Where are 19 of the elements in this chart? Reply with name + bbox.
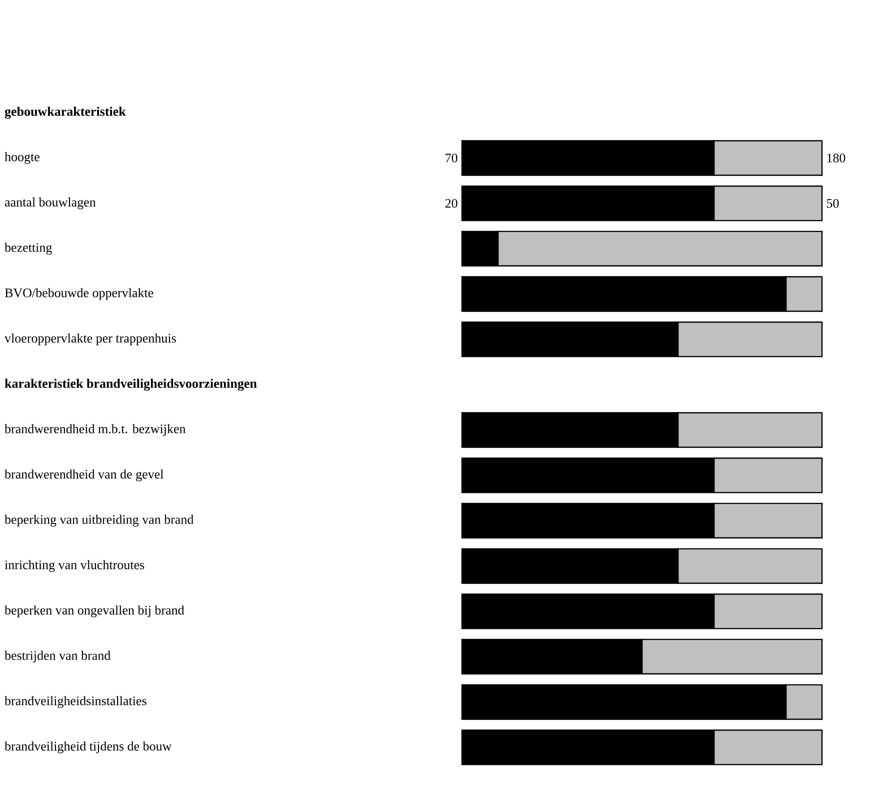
text: 50 <box>826 198 839 208</box>
y-tick-label: karakteristiek brandveiligheidsvoorzieningen <box>4 378 257 391</box>
y-tick-label: bezetting <box>4 242 52 255</box>
y-tick-label: bestrijden van brand <box>4 650 110 663</box>
y-tick-label: inrichting van vluchtroutes <box>4 560 144 572</box>
y-tick-label: brandwerendheid m.b.t. bezwijken <box>4 424 186 436</box>
text: 180 <box>827 154 846 162</box>
y-tick-label: brandveiligheidsinstallaties <box>4 696 146 708</box>
y-tick-label: vloeroppervlakte per trappenhuis <box>4 333 176 346</box>
y-tick-label: hoogte <box>4 152 40 164</box>
y-tick-label: beperken van ongevallen bij brand <box>4 605 184 618</box>
y-tick-label: gebouwkarakteristiek <box>4 106 126 119</box>
y-tick-label: brandwerendheid van de gevel <box>4 469 164 482</box>
y-tick-label: brandveiligheid tijdens de bouw <box>4 741 172 754</box>
text: 70 <box>446 154 458 162</box>
y-tick-label: beperking van uitbreiding van brand <box>4 514 194 527</box>
y-tick-label: BVO/bebouwde oppervlakte <box>4 288 154 300</box>
text: 20 <box>445 198 458 208</box>
y-tick-label: aantal bouwlagen <box>4 197 96 210</box>
